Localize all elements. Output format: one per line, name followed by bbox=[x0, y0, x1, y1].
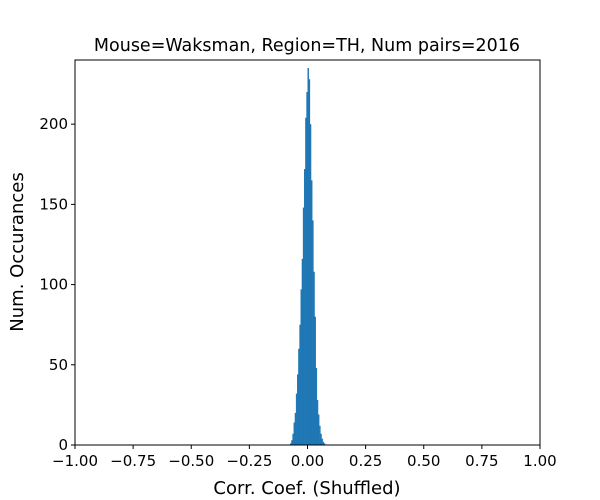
histogram-bar bbox=[316, 400, 319, 445]
histogram-bar bbox=[309, 124, 312, 446]
x-axis-ticks: −1.00 −0.75 −0.50 −0.25 0.00 0.25 0.50 0.75 1.00 bbox=[52, 445, 557, 470]
x-tick-label: −1.00 bbox=[52, 452, 98, 470]
x-tick-label: −0.50 bbox=[168, 452, 214, 470]
x-tick-label: −0.75 bbox=[110, 452, 156, 470]
histogram-bar bbox=[297, 374, 299, 445]
histogram-bar bbox=[298, 348, 300, 445]
histogram-bar bbox=[321, 438, 323, 445]
histogram-bar bbox=[323, 443, 326, 445]
histogram-bar bbox=[322, 441, 325, 445]
histogram-bar bbox=[314, 316, 316, 445]
x-tick-label: 1.00 bbox=[523, 452, 556, 470]
histogram-bar bbox=[308, 79, 311, 445]
histogram-bar bbox=[299, 324, 301, 445]
chart-title: Mouse=Waksman, Region=TH, Num pairs=2016 bbox=[94, 36, 520, 56]
y-tick-label: 100 bbox=[39, 276, 68, 294]
histogram-bar bbox=[301, 258, 304, 445]
x-tick-label: 0.25 bbox=[349, 452, 382, 470]
histogram-bar bbox=[306, 92, 308, 445]
x-tick-label: −0.25 bbox=[226, 452, 272, 470]
histogram-bar bbox=[292, 433, 294, 445]
histogram-bar bbox=[305, 117, 307, 445]
histogram-bar bbox=[307, 68, 309, 446]
x-axis-title: Corr. Coef. (Shuffled) bbox=[213, 478, 400, 499]
histogram-bar bbox=[300, 289, 302, 445]
histogram-bar bbox=[313, 271, 315, 445]
histogram-bar bbox=[317, 414, 320, 445]
histogram-bars bbox=[290, 68, 326, 446]
y-axis-ticks: 0 50 100 150 200 bbox=[39, 115, 75, 454]
histogram-bar bbox=[304, 169, 306, 445]
y-tick-label: 50 bbox=[49, 356, 68, 374]
histogram-bar bbox=[295, 393, 298, 445]
histogram-bar bbox=[312, 220, 314, 445]
histogram-bar bbox=[310, 180, 313, 445]
y-tick-label: 0 bbox=[58, 436, 68, 454]
histogram-bar bbox=[290, 443, 292, 445]
x-tick-label: 0.50 bbox=[407, 452, 440, 470]
y-axis-title: Num. Occurances bbox=[7, 172, 28, 331]
histogram-bar bbox=[319, 425, 321, 445]
x-tick-label: 0.75 bbox=[465, 452, 498, 470]
histogram-bar bbox=[291, 440, 293, 445]
y-tick-label: 200 bbox=[39, 115, 68, 133]
histogram-bar bbox=[294, 412, 297, 445]
y-tick-label: 150 bbox=[39, 195, 68, 213]
histogram-bar bbox=[320, 433, 322, 445]
x-tick-label: 0.00 bbox=[291, 452, 324, 470]
histogram-bar bbox=[293, 422, 296, 445]
histogram-bar bbox=[315, 368, 318, 445]
histogram-bar bbox=[302, 207, 305, 445]
